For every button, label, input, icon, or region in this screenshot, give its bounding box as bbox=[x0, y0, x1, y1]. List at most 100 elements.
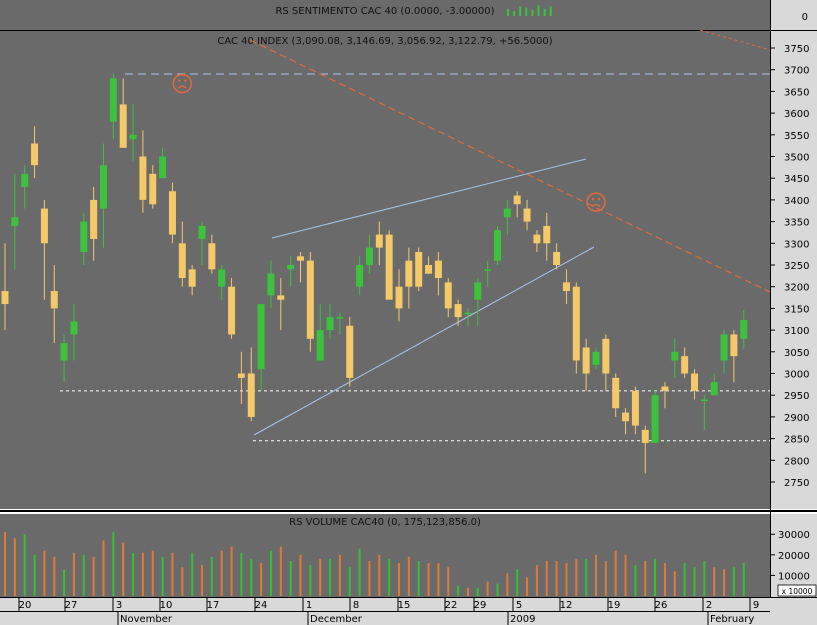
sentiment-axis bbox=[770, 0, 817, 30]
volume-bar bbox=[4, 532, 6, 596]
price-tick-label: 3600 bbox=[784, 109, 809, 120]
volume-bar bbox=[407, 556, 410, 596]
sentiment-axis-value: 0 bbox=[802, 12, 808, 23]
candle-body bbox=[700, 399, 708, 402]
price-tick-label: 3200 bbox=[784, 283, 809, 294]
frown-face-icon bbox=[172, 73, 193, 94]
candle-body bbox=[21, 173, 29, 187]
month-label: 2009 bbox=[510, 614, 535, 625]
candle-body bbox=[237, 373, 245, 378]
volume-bar bbox=[102, 540, 105, 596]
price-tick-label: 3350 bbox=[784, 218, 809, 229]
candle-body bbox=[434, 260, 442, 279]
candle-body bbox=[50, 291, 58, 309]
candle-body bbox=[720, 334, 728, 361]
volume-bar bbox=[43, 550, 46, 596]
volume-bar bbox=[299, 554, 302, 596]
month-label: February bbox=[710, 614, 754, 625]
day-tick-label: 20 bbox=[19, 600, 32, 611]
volume-axis-ticks: 30000 20000 10000 bbox=[770, 530, 810, 582]
candle-body bbox=[60, 343, 68, 361]
volume-bar bbox=[654, 558, 657, 596]
candle-body bbox=[297, 256, 304, 261]
candle-body bbox=[306, 260, 314, 339]
sentiment-bar bbox=[507, 8, 509, 16]
price-tick-label: 3450 bbox=[784, 174, 809, 185]
volume-bar bbox=[703, 561, 706, 596]
sentiment-bar bbox=[519, 6, 522, 17]
candle-body bbox=[178, 243, 186, 279]
volume-bar bbox=[82, 554, 85, 596]
price-panel bbox=[0, 31, 770, 509]
candle-body bbox=[740, 320, 748, 339]
candle-body bbox=[602, 338, 610, 374]
candle-body bbox=[484, 269, 492, 271]
candle-body bbox=[149, 173, 157, 205]
volume-bar bbox=[329, 558, 332, 596]
volume-bar bbox=[141, 552, 144, 596]
volume-bar bbox=[92, 556, 95, 596]
channel-lower-line bbox=[253, 246, 595, 436]
price-tick-label: 2950 bbox=[784, 391, 809, 402]
candle-body bbox=[70, 321, 78, 335]
volume-panel bbox=[0, 514, 770, 597]
candles bbox=[1, 74, 748, 474]
month-label: November bbox=[120, 614, 173, 625]
sentiment-bars bbox=[507, 5, 552, 17]
candle-body bbox=[40, 208, 48, 244]
volume-bar bbox=[230, 546, 233, 596]
volume-bar bbox=[279, 546, 282, 596]
candle-body bbox=[582, 347, 590, 374]
volume-bar bbox=[575, 558, 578, 596]
day-tick-label: 12 bbox=[560, 600, 573, 611]
price-tick-label: 2900 bbox=[784, 413, 809, 424]
volume-bars bbox=[4, 532, 745, 596]
price-tick-label: 3750 bbox=[784, 44, 809, 55]
volume-bar bbox=[191, 552, 194, 596]
volume-bar bbox=[181, 567, 184, 596]
volume-bar bbox=[732, 567, 735, 596]
volume-bar bbox=[388, 558, 391, 596]
candle-body bbox=[139, 156, 147, 200]
candle-body bbox=[671, 351, 679, 361]
volume-scale-note: x 10000 bbox=[782, 587, 813, 596]
sentiment-bar bbox=[531, 10, 534, 16]
price-tick-label: 2850 bbox=[784, 435, 809, 446]
candle-body bbox=[277, 295, 285, 300]
volume-bar bbox=[378, 554, 381, 596]
candle-body bbox=[346, 325, 354, 378]
candle-body bbox=[612, 377, 620, 409]
volume-tick-label: 20000 bbox=[778, 551, 810, 562]
volume-bar bbox=[486, 581, 489, 596]
volume-bar bbox=[260, 563, 263, 596]
volume-bar bbox=[23, 534, 26, 596]
volume-bar bbox=[604, 561, 607, 596]
volume-bar bbox=[565, 563, 568, 596]
candle-body bbox=[100, 165, 107, 209]
sentiment-title: RS SENTIMENTO CAC 40 (0.0000, -3.00000) bbox=[275, 6, 494, 17]
candle-body bbox=[228, 286, 236, 335]
candle-body bbox=[119, 104, 127, 148]
price-tick-label: 3100 bbox=[784, 326, 809, 337]
candle-body bbox=[543, 225, 551, 244]
candle-body bbox=[129, 134, 137, 140]
price-tick-label: 3550 bbox=[784, 131, 809, 142]
volume-bar bbox=[220, 550, 223, 596]
volume-bar bbox=[673, 571, 676, 596]
candle-body bbox=[218, 269, 226, 287]
volume-bar bbox=[368, 561, 371, 596]
candle-body bbox=[425, 265, 433, 274]
volume-bar bbox=[723, 569, 726, 596]
candle-body bbox=[562, 282, 570, 292]
volume-bar bbox=[585, 558, 588, 596]
volume-bar bbox=[171, 552, 174, 596]
sentiment-trend-line bbox=[699, 29, 771, 51]
volume-bar bbox=[319, 558, 322, 596]
candle-body bbox=[572, 286, 580, 361]
day-tick-label: 17 bbox=[207, 600, 220, 611]
price-tick-label: 3700 bbox=[784, 66, 809, 77]
sentiment-bar bbox=[513, 11, 516, 16]
volume-bar bbox=[595, 554, 597, 596]
